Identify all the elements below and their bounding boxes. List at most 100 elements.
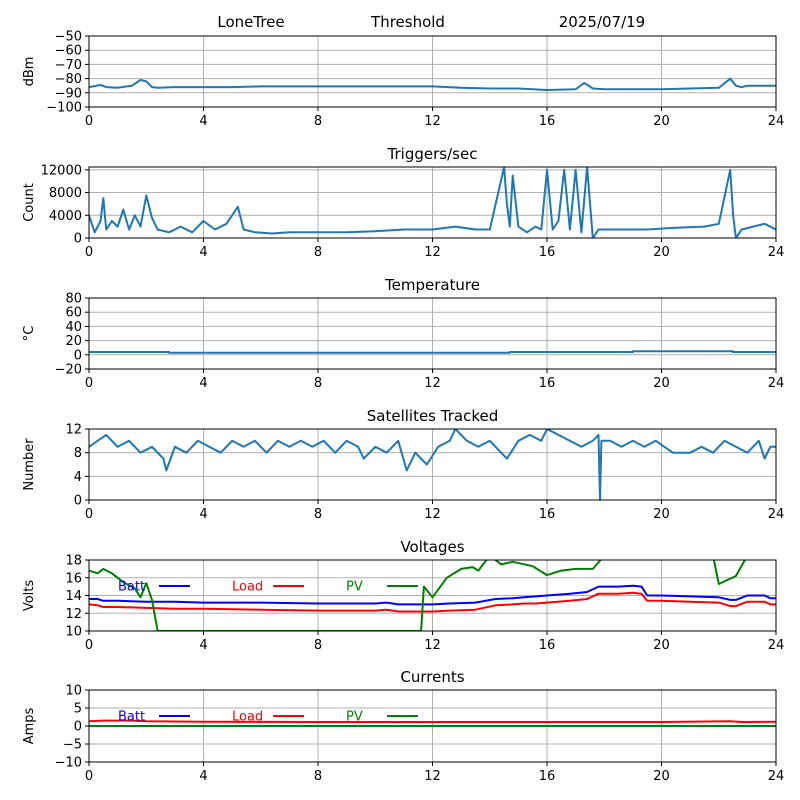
panel-satellites: 0 4 8 12 16 20 24 0 4 8 12 Satellites Tracked Number: [22, 407, 784, 522]
y-tick-label: 18: [65, 554, 82, 569]
x-tick-label: 8: [314, 769, 322, 784]
y-tick-label: 20: [65, 334, 82, 349]
date-label: 2025/07/19: [559, 13, 645, 31]
y-tick-label: −80: [55, 72, 82, 87]
x-tick-label: 4: [199, 638, 207, 653]
y-tick-label: 0: [74, 348, 82, 363]
panel-title: Currents: [400, 668, 464, 686]
y-tick-label: 0: [74, 720, 82, 735]
x-tick-label: 12: [424, 507, 441, 522]
series-line-load: [89, 591, 776, 613]
y-tick-label: −50: [55, 30, 82, 45]
x-tick-label: 16: [539, 245, 556, 260]
series-group: [89, 560, 776, 631]
legend-label-load: Load: [232, 580, 263, 595]
x-tick-label: 4: [199, 114, 207, 129]
x-tick-label: 20: [653, 638, 670, 653]
y-tick-label: −100: [46, 101, 82, 116]
x-tick-label: 24: [768, 245, 785, 260]
x-tick-label: 16: [539, 507, 556, 522]
y-tick-label: 0: [74, 232, 82, 247]
x-tick-label: 12: [424, 245, 441, 260]
x-tick-label: 16: [539, 376, 556, 391]
x-tick-label: 4: [199, 376, 207, 391]
series-line-load: [89, 719, 776, 723]
panel-title: Voltages: [400, 538, 464, 556]
y-tick-label: 80: [65, 292, 82, 307]
y-tick-label: −20: [55, 363, 82, 378]
x-tick-label: 20: [653, 769, 670, 784]
y-tick-label: −70: [55, 58, 82, 73]
legend-label-batt: Batt: [118, 710, 145, 725]
y-tick-label: 60: [65, 306, 82, 321]
panel-signal: 0 4 8 12 16 20 24 −100−90−80−70−60−50 dBm: [22, 30, 784, 130]
series-line-batt: [89, 584, 776, 606]
x-tick-label: 0: [85, 507, 93, 522]
x-tick-label: 20: [653, 114, 670, 129]
x-tick-label: 16: [539, 638, 556, 653]
x-tick-label: 12: [424, 376, 441, 391]
y-axis-label: dBm: [22, 57, 37, 87]
legend-label-batt: Batt: [118, 580, 145, 595]
x-tick-label: 16: [539, 114, 556, 129]
x-tick-label: 4: [199, 507, 207, 522]
x-tick-label: 24: [768, 638, 785, 653]
x-tick-label: 20: [653, 245, 670, 260]
y-tick-label: 12000: [41, 163, 82, 178]
series-group: [89, 719, 776, 727]
x-tick-label: 8: [314, 114, 322, 129]
x-tick-label: 24: [768, 114, 785, 129]
x-tick-label: 20: [653, 376, 670, 391]
y-tick-label: 12: [65, 423, 82, 438]
y-tick-label: 14: [65, 589, 82, 604]
legend-label-pv: PV: [346, 710, 363, 725]
y-tick-label: 10: [65, 684, 82, 699]
y-axis-label: Number: [22, 438, 37, 491]
x-tick-label: 20: [653, 507, 670, 522]
x-tick-label: 16: [539, 769, 556, 784]
x-tick-label: 12: [424, 114, 441, 129]
panel-title: Triggers/sec: [387, 145, 478, 163]
series-group: [89, 429, 776, 500]
y-tick-label: 40: [65, 320, 82, 335]
series-line-signal: [89, 77, 776, 91]
panel-triggers: 0 4 8 12 16 20 24 0 4000 8000 12000 Triggers/sec Cou…: [22, 145, 784, 260]
series-line-temperature: [89, 350, 776, 354]
y-tick-label: 5: [74, 702, 82, 717]
x-tick-label: 24: [768, 769, 785, 784]
y-tick-label: 0: [74, 494, 82, 509]
legend-label-pv: PV: [346, 580, 363, 595]
y-tick-label: 12: [65, 607, 82, 622]
x-tick-label: 24: [768, 507, 785, 522]
series-group: [89, 77, 776, 91]
y-tick-label: 8: [74, 446, 82, 461]
y-axis-label: Amps: [22, 707, 37, 744]
y-tick-label: 4: [74, 470, 82, 485]
x-tick-label: 0: [85, 114, 93, 129]
x-tick-label: 12: [424, 769, 441, 784]
series-group: [89, 167, 776, 238]
y-tick-label: −10: [55, 756, 82, 771]
panel-currents: 0 4 8 12 16 20 24 −10 −5 0 5 10 Currents Amps Batt Load…: [22, 668, 784, 784]
x-tick-label: 8: [314, 507, 322, 522]
y-tick-label: 8000: [49, 186, 82, 201]
y-tick-label: 10: [65, 625, 82, 640]
x-tick-label: 0: [85, 638, 93, 653]
y-tick-label: −60: [55, 44, 82, 59]
x-tick-label: 4: [199, 769, 207, 784]
y-axis-label: Count: [22, 183, 37, 222]
x-tick-label: 0: [85, 376, 93, 391]
x-tick-label: 0: [85, 769, 93, 784]
series-line-triggers: [89, 167, 776, 238]
x-tick-label: 8: [314, 245, 322, 260]
series-line-pv: [89, 560, 747, 631]
y-tick-label: 4000: [49, 209, 82, 224]
x-tick-label: 12: [424, 638, 441, 653]
y-axis-label: °C: [22, 326, 37, 342]
legend-label-load: Load: [232, 710, 263, 725]
x-tick-label: 24: [768, 376, 785, 391]
y-tick-label: −5: [63, 738, 82, 753]
panel-title: Satellites Tracked: [367, 407, 498, 425]
